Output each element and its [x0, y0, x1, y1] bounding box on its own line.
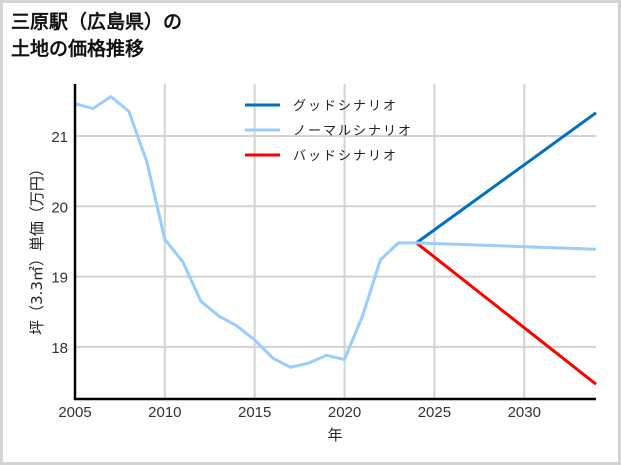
series-lines: [74, 95, 597, 386]
x-tick-label: 2020: [328, 404, 361, 421]
grid: [74, 84, 596, 399]
legend-label: グッドシナリオ: [293, 99, 398, 114]
x-tick-label: 2030: [508, 404, 541, 421]
y-tick-labels: 18 19 20 21: [51, 129, 68, 357]
x-tick-labels: 2005 2010 2015 2020 2025 2030: [58, 404, 541, 421]
y-tick-label: 18: [51, 340, 68, 357]
y-tick-label: 21: [51, 129, 68, 146]
chart-title-line2: 土地の価格推移: [11, 38, 145, 60]
series-line: [415, 111, 597, 245]
axes: [73, 84, 596, 401]
x-tick-label: 2005: [58, 404, 91, 421]
legend-label: ノーマルシナリオ: [293, 124, 413, 139]
y-axis-label: 坪（3.3㎡）単価（万円）: [28, 161, 46, 335]
x-axis-label: 年: [327, 426, 342, 444]
y-tick-label: 19: [51, 270, 68, 287]
series-line: [415, 241, 597, 386]
chart-title: 三原駅（広島県）の 土地の価格推移: [11, 9, 182, 63]
y-tick-label: 20: [51, 199, 68, 216]
legend-label: バッドシナリオ: [293, 149, 398, 164]
x-tick-label: 2010: [148, 404, 181, 421]
x-tick-label: 2015: [238, 404, 271, 421]
series-line: [74, 95, 597, 369]
chart-title-line1: 三原駅（広島県）の: [11, 11, 183, 33]
x-tick-label: 2025: [418, 404, 451, 421]
